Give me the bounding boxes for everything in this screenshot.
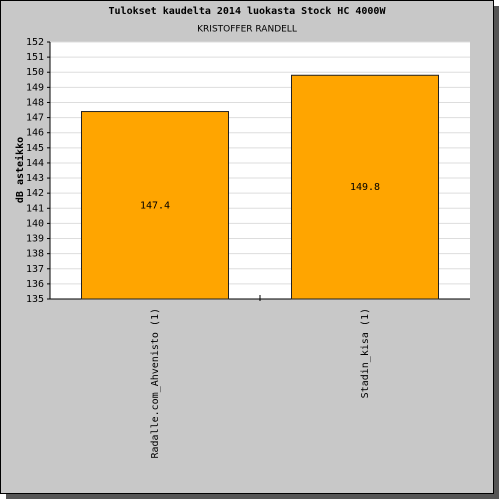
bar [81,111,229,300]
y-tick-label: 148 [26,97,44,108]
data-label: 149.8 [350,182,380,193]
y-tick-label: 136 [26,279,44,290]
y-tick-label: 151 [26,52,44,63]
chart-subtitle: KRISTOFFER RANDELL [197,25,297,35]
y-tick-label: 145 [26,143,44,154]
bar [291,74,439,300]
data-label: 147.4 [140,200,170,211]
y-tick-label: 146 [26,128,44,139]
y-tick-label: 135 [26,294,44,305]
chart-title: Tulokset kaudelta 2014 luokasta Stock HC… [109,6,387,17]
y-tick-label: 142 [26,188,44,199]
y-tick-label: 152 [26,37,44,48]
y-tick-label: 150 [26,67,44,78]
y-tick-label: 138 [26,249,44,260]
y-tick-label: 149 [26,82,44,93]
y-tick-label: 143 [26,173,44,184]
y-tick-label: 140 [26,218,44,229]
y-tick-label: 139 [26,234,44,245]
y-tick-label: 137 [26,264,44,275]
x-tick-label: Radalle.com_Ahvenisto (1) [150,308,161,459]
y-tick-label: 141 [26,203,44,214]
y-tick-label: 147 [26,113,44,124]
x-tick-label: Stadin_kisa (1) [360,308,371,398]
y-axis-label: dB asteikko [14,137,26,203]
y-tick-label: 144 [26,158,44,169]
